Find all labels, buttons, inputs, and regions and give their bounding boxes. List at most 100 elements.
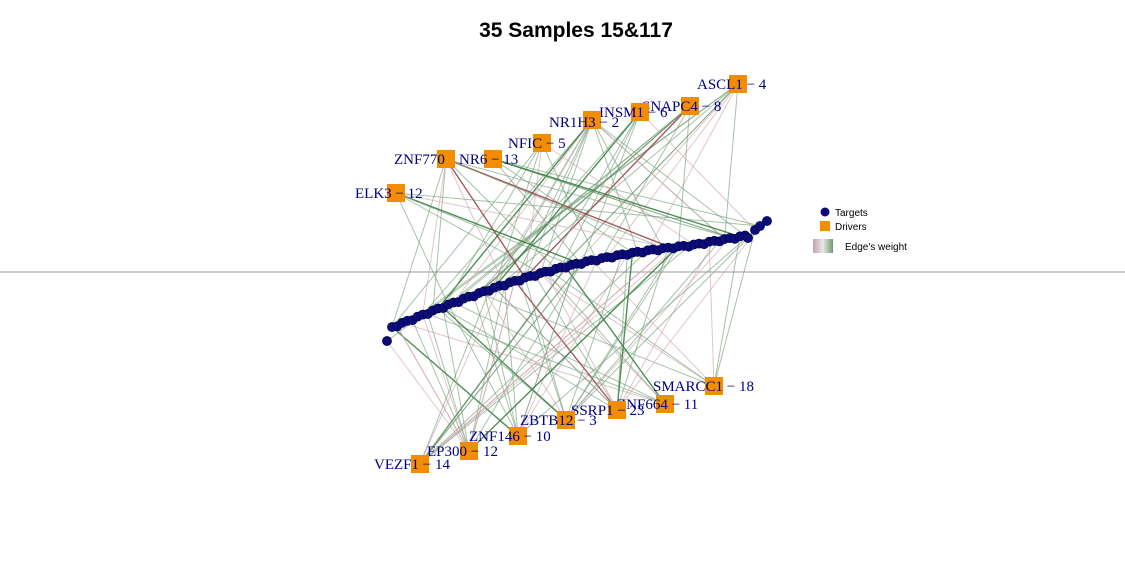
edge-nfic [524,142,543,278]
edge-znf770 [445,158,506,286]
driver-label-vezf1: VEZF1 − 14 [374,457,450,473]
driver-node-smarcc1 [705,377,723,395]
edge-znf770 [445,158,526,278]
edge-znf664 [565,267,666,405]
edge-ep300 [396,326,470,452]
edge-nr1h3 [452,119,593,303]
edge-nfic [442,142,543,309]
edge-znf770 [422,158,447,315]
driver-node-snapc4 [681,97,699,115]
driver-label-nr6: NR6 − 13 [459,152,518,168]
legend: Targets Drivers Edge's weight [813,207,907,253]
edge-nfic [493,142,543,288]
edge-snapc4 [677,105,691,247]
edge-vezf1 [419,285,500,465]
edge-znf664 [540,272,666,405]
edge-nr1h3 [591,119,664,249]
driver-label-snapc4: SNAPC4 − 8 [642,99,721,115]
edge-insm1 [580,111,641,265]
target-node [762,216,772,226]
target-node [755,221,765,231]
driver-node-ssrp1 [608,401,626,419]
driver-label-znf664: ZNF664 − 11 [617,397,698,413]
driver-node-insm1 [631,103,649,121]
driver-label-znf146: ZNF146 − 10 [469,429,551,445]
driver-label-znf770: ZNF770 [394,152,445,168]
edge-nr1h3 [437,119,593,309]
edge-nr1h3 [488,119,593,292]
driver-label-zbtb12: ZBTB12 − 3 [520,413,597,429]
target-node [743,233,753,243]
driver-node-nfic [533,134,551,152]
edge-znf146 [473,296,519,437]
edge-znf770 [445,158,664,249]
edge-ssrp1 [534,275,618,411]
edge-ssrp1 [616,252,634,411]
edge-nfic [541,142,598,261]
edge-znf146 [517,254,628,437]
edge-znf664 [427,313,666,405]
edges-layer [386,83,761,465]
edge-ep300 [468,263,582,452]
edge-nr6 [492,158,582,265]
edge-ep300 [468,280,516,452]
edge-nr1h3 [591,119,639,252]
driver-label-ssrp1: SSRP1 − 23 [571,403,645,419]
legend-edge-weight-label: Edge's weight [845,242,907,253]
targets-layer [382,216,772,346]
driver-node-znf770 [437,150,455,168]
driver-label-nr1h3: NR1H3 − 2 [549,115,619,131]
edge-smarcc1 [713,236,741,387]
edge-elk3 [395,192,582,265]
edge-smarcc1 [713,229,756,387]
edge-zbtb12 [442,307,567,421]
edge-ep300 [468,285,506,452]
edge-ssrp1 [616,225,761,411]
edge-vezf1 [419,245,679,465]
driver-node-nr1h3 [583,111,601,129]
driver-node-vezf1 [411,455,429,473]
edge-vezf1 [419,247,669,465]
edge-elk3 [395,192,572,266]
edge-ascl1 [647,83,739,251]
edge-vezf1 [419,249,649,465]
edge-nr1h3 [539,119,593,274]
edge-nr6 [492,158,761,227]
edge-smarcc1 [478,292,715,387]
legend-drivers-label: Drivers [835,222,867,233]
edge-snapc4 [447,105,691,305]
edge-ascl1 [575,83,739,264]
driver-node-ep300 [460,442,478,460]
driver-node-zbtb12 [557,411,575,429]
edge-vezf1 [419,290,490,465]
edge-nr6 [492,158,633,253]
legend-edge-weight-swatch [813,239,833,253]
edge-znf146 [517,263,577,437]
edge-zbtb12 [519,280,567,421]
driver-node-nr6 [484,150,502,168]
driver-node-elk3 [387,184,405,202]
edge-snapc4 [601,105,691,259]
edge-nr1h3 [591,119,725,240]
driver-label-smarcc1: SMARCC1 − 18 [653,379,754,395]
edge-vezf1 [419,263,582,465]
edge-zbtb12 [565,246,679,421]
edge-nfic [541,142,695,245]
driver-label-nfic: NFIC − 5 [508,136,566,152]
target-node [382,336,392,346]
driver-node-ascl1 [729,75,747,93]
edge-znf770 [445,158,735,240]
edge-znf664 [402,322,666,405]
legend-targets-label: Targets [835,208,868,219]
edge-elk3 [395,192,541,274]
edge-smarcc1 [708,241,715,387]
driver-node-znf146 [509,427,527,445]
edge-vezf1 [419,246,690,465]
legend-targets-marker [820,207,830,217]
edge-ascl1 [606,83,739,258]
edge-nr1h3 [422,119,593,315]
edge-zbtb12 [565,248,674,421]
driver-node-znf664 [656,395,674,413]
edge-zbtb12 [565,254,623,421]
edge-insm1 [560,111,641,268]
